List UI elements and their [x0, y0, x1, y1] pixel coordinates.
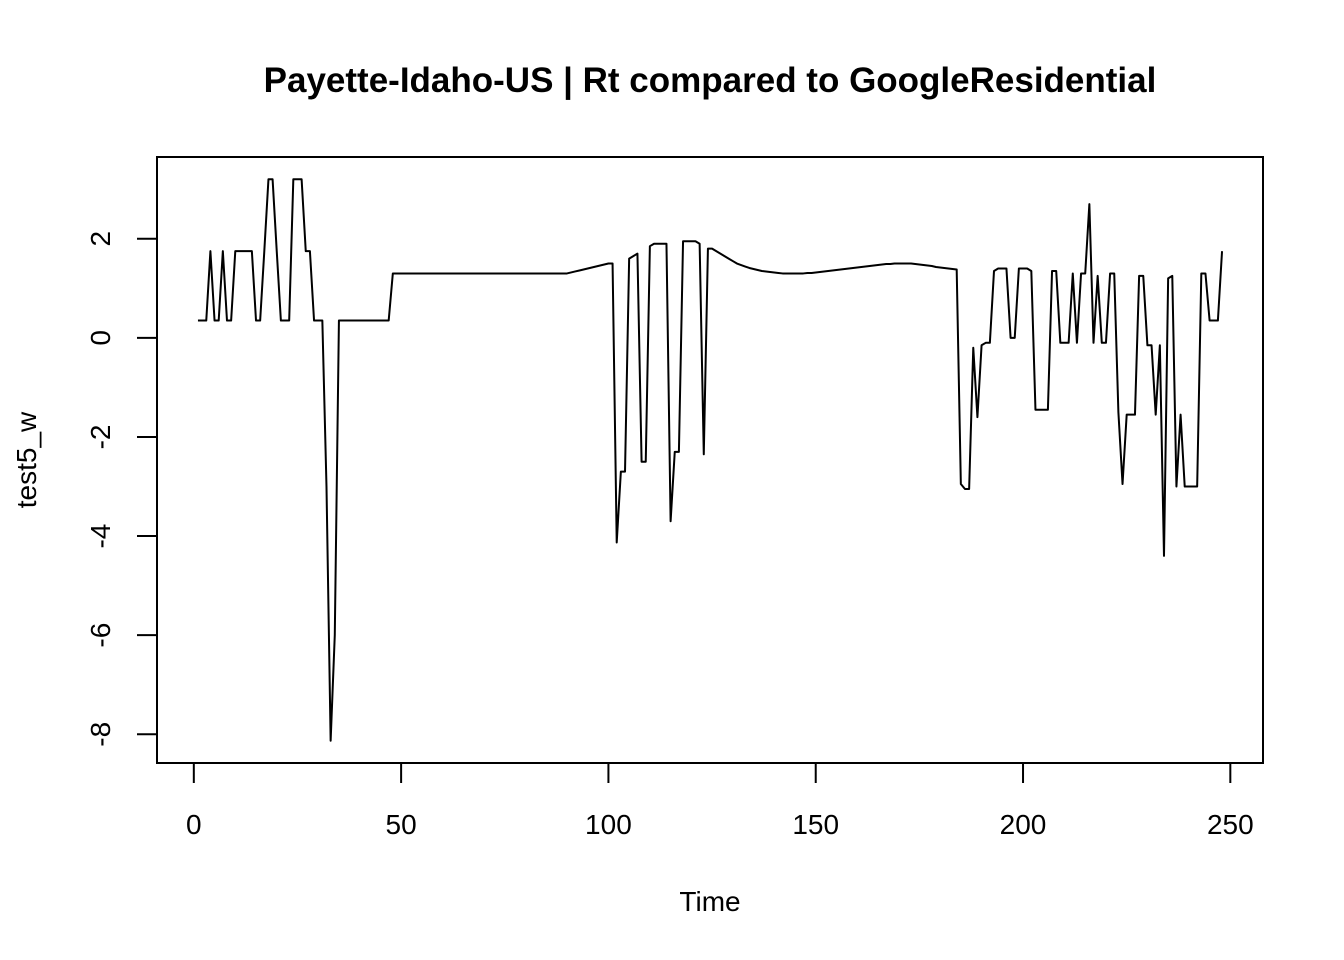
y-axis-label: test5_w: [11, 411, 42, 508]
y-tick-label: -6: [85, 623, 116, 648]
x-tick-label: 250: [1207, 809, 1254, 840]
chart-title: Payette-Idaho-US | Rt compared to Google…: [264, 61, 1157, 100]
y-tick-label: 2: [85, 231, 116, 247]
x-tick-label: 0: [186, 809, 202, 840]
x-axis-label: Time: [679, 886, 740, 917]
y-tick-label: -8: [85, 722, 116, 747]
y-tick-label: 0: [85, 330, 116, 346]
data-line: [197, 178, 1224, 742]
x-tick-label: 100: [585, 809, 632, 840]
y-tick-label: -2: [85, 425, 116, 450]
x-tick-label: 150: [792, 809, 839, 840]
x-tick-label: 50: [386, 809, 417, 840]
y-tick-label: -4: [85, 524, 116, 549]
x-tick-label: 200: [1000, 809, 1047, 840]
